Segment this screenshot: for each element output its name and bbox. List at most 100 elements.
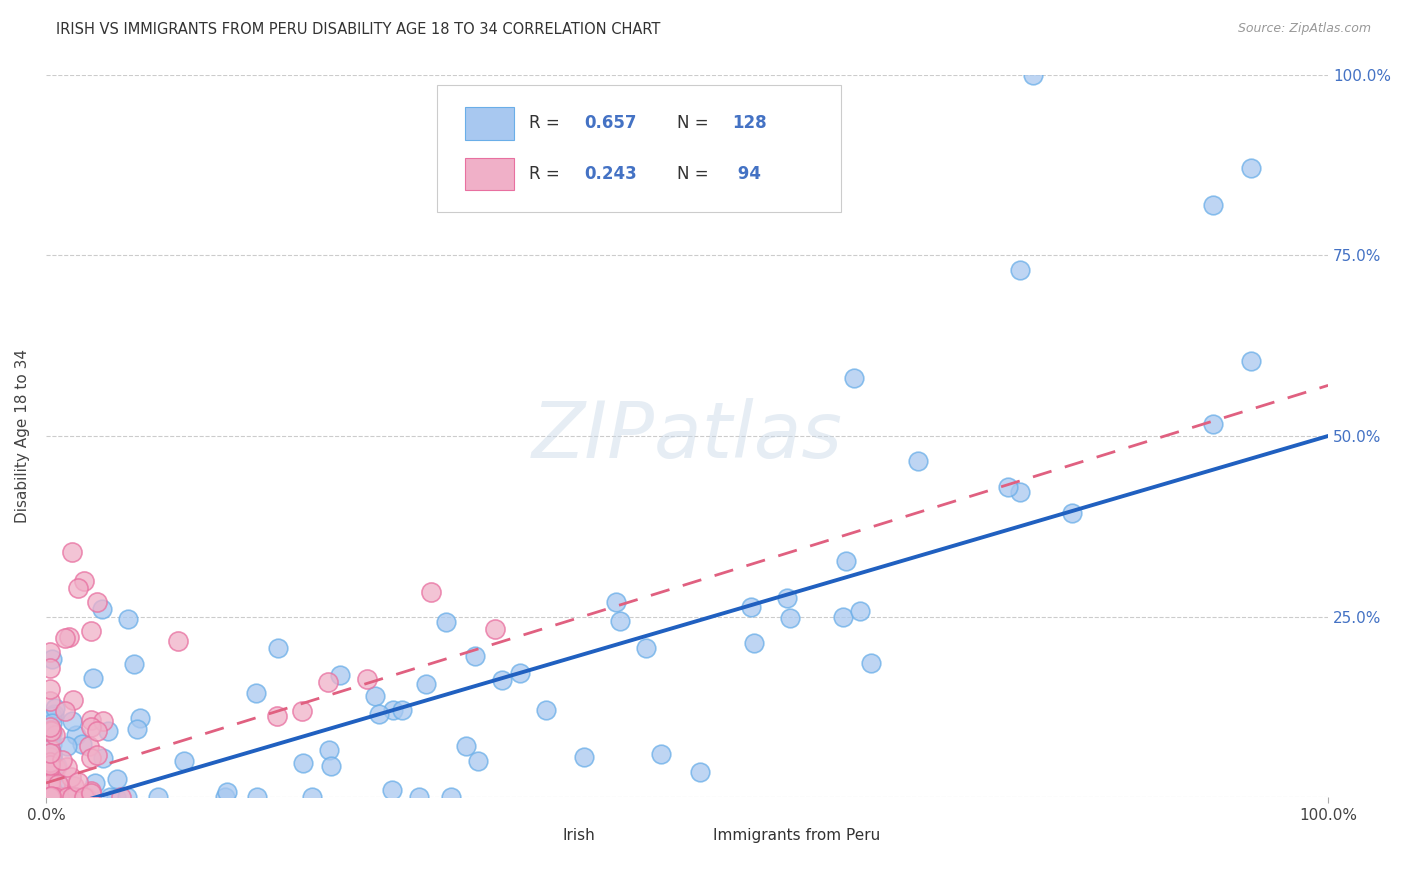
Point: [70, 737, 93, 751]
Point: [38, 772, 60, 786]
Point: [73, 574, 96, 588]
Point: [72, 790, 94, 805]
Point: [439, 790, 461, 805]
Point: [1060, 506, 1083, 520]
Point: [38, 750, 60, 764]
Point: [834, 554, 856, 568]
Text: Source: ZipAtlas.com: Source: ZipAtlas.com: [1237, 22, 1371, 36]
Point: [146, 790, 169, 805]
Bar: [652, 826, 702, 846]
Point: [39, 789, 62, 803]
Point: [122, 657, 145, 671]
Point: [291, 756, 314, 770]
Point: [46, 790, 69, 805]
Point: [689, 765, 711, 780]
Point: [82, 671, 104, 685]
Point: [41, 790, 63, 805]
Point: [45, 761, 67, 775]
Point: [41, 748, 63, 763]
Point: [56, 790, 79, 805]
Point: [38, 790, 60, 805]
Point: [80, 784, 103, 798]
Point: [301, 790, 323, 805]
Point: [48, 790, 70, 805]
Point: [38, 760, 60, 774]
Point: [65, 728, 87, 742]
Point: [534, 702, 557, 716]
Point: [41, 770, 63, 784]
Point: [75, 790, 97, 805]
Point: [62, 714, 84, 728]
Point: [53, 790, 76, 805]
Point: [38, 681, 60, 696]
Point: [574, 750, 596, 764]
Point: [38, 790, 60, 805]
Point: [38, 790, 60, 805]
Point: [38, 790, 60, 805]
Point: [38, 790, 60, 805]
Text: N =: N =: [676, 164, 714, 183]
Point: [80, 720, 103, 734]
Point: [997, 480, 1019, 494]
Point: [60, 790, 83, 805]
Point: [38, 779, 60, 793]
Point: [41, 790, 63, 805]
Point: [38, 774, 60, 789]
Point: [45, 790, 67, 805]
Point: [318, 743, 340, 757]
Point: [41, 790, 63, 805]
Point: [41, 652, 63, 666]
Point: [605, 595, 627, 609]
Point: [41, 709, 63, 723]
Point: [41, 749, 63, 764]
Point: [51, 754, 73, 768]
Text: 0.243: 0.243: [585, 164, 637, 183]
Point: [364, 690, 387, 704]
Point: [59, 771, 82, 785]
Point: [66, 775, 89, 789]
Point: [41, 789, 63, 804]
Point: [41, 790, 63, 805]
Point: [316, 675, 339, 690]
Point: [38, 790, 60, 805]
Point: [105, 790, 128, 805]
Point: [44, 790, 66, 805]
Point: [319, 758, 342, 772]
Point: [1010, 485, 1032, 500]
Point: [41, 769, 63, 783]
Point: [38, 790, 60, 805]
Point: [86, 595, 108, 609]
Point: [56, 760, 79, 774]
Point: [41, 790, 63, 805]
Point: [173, 754, 195, 768]
Point: [41, 790, 63, 805]
Point: [634, 640, 657, 655]
Point: [41, 790, 63, 805]
Text: Irish: Irish: [562, 829, 595, 843]
Point: [467, 754, 489, 768]
Point: [266, 708, 288, 723]
Point: [51, 790, 73, 805]
Point: [38, 758, 60, 772]
Point: [484, 622, 506, 636]
Point: [42, 790, 65, 805]
Point: [41, 790, 63, 805]
Point: [41, 737, 63, 751]
Point: [115, 790, 138, 805]
Point: [53, 632, 76, 646]
Point: [44, 700, 66, 714]
Point: [80, 751, 103, 765]
Point: [38, 790, 60, 805]
Text: 128: 128: [733, 114, 766, 132]
Point: [39, 723, 62, 737]
Point: [38, 790, 60, 805]
Point: [38, 775, 60, 789]
Point: [77, 739, 100, 754]
Point: [42, 706, 65, 721]
Point: [38, 755, 60, 769]
Point: [38, 693, 60, 707]
Bar: [465, 107, 515, 139]
Point: [98, 790, 121, 805]
Point: [44, 790, 66, 805]
Point: [91, 602, 114, 616]
